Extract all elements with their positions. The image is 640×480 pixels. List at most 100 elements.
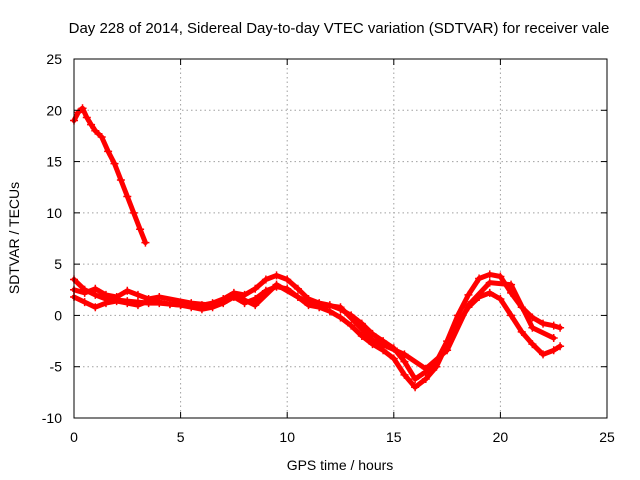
data-point bbox=[133, 301, 142, 310]
data-point bbox=[129, 208, 138, 217]
data-point bbox=[368, 336, 377, 345]
data-point bbox=[421, 375, 430, 384]
data-point bbox=[123, 299, 132, 308]
data-point bbox=[517, 327, 526, 336]
data-point bbox=[432, 362, 441, 371]
plot-area bbox=[70, 104, 565, 392]
data-point bbox=[336, 313, 345, 322]
x-tick-label: 0 bbox=[70, 429, 78, 445]
data-point bbox=[104, 147, 113, 156]
data-point bbox=[187, 299, 196, 308]
data-point bbox=[272, 280, 281, 289]
data-point bbox=[379, 346, 388, 355]
data-point bbox=[549, 333, 558, 342]
data-point bbox=[293, 284, 302, 293]
data-point bbox=[443, 346, 452, 355]
data-point bbox=[251, 284, 260, 293]
data-point bbox=[549, 346, 558, 355]
y-tick-label: 20 bbox=[46, 102, 62, 118]
y-tick-label: 10 bbox=[46, 205, 62, 221]
data-point bbox=[251, 301, 260, 310]
data-point bbox=[556, 323, 565, 332]
x-axis-label: GPS time / hours bbox=[287, 457, 394, 473]
data-point bbox=[272, 271, 281, 280]
data-point bbox=[556, 342, 565, 351]
y-tick-label: -5 bbox=[50, 359, 63, 375]
data-point bbox=[496, 272, 505, 281]
data-point bbox=[528, 323, 537, 332]
data-point bbox=[283, 275, 292, 284]
x-tick-label: 5 bbox=[177, 429, 185, 445]
data-point bbox=[208, 301, 217, 310]
data-point bbox=[400, 357, 409, 366]
data-point bbox=[464, 290, 473, 299]
data-point bbox=[82, 113, 91, 122]
data-point bbox=[80, 298, 89, 307]
y-axis-label: SDTVAR / TECUs bbox=[6, 182, 22, 294]
x-tick-label: 15 bbox=[386, 429, 402, 445]
data-point bbox=[304, 299, 313, 308]
data-point bbox=[116, 176, 125, 185]
data-point bbox=[123, 286, 132, 295]
y-tick-label: 0 bbox=[54, 307, 62, 323]
data-point bbox=[357, 331, 366, 340]
data-point bbox=[528, 340, 537, 349]
series-trace bbox=[71, 271, 563, 382]
data-point bbox=[475, 274, 484, 283]
data-point bbox=[507, 311, 516, 320]
data-point bbox=[91, 126, 100, 135]
data-point bbox=[91, 303, 100, 312]
chart-title: Day 228 of 2014, Sidereal Day-to-day VTE… bbox=[69, 20, 610, 37]
y-tick-label: 5 bbox=[54, 256, 62, 272]
data-point bbox=[101, 290, 110, 299]
data-point bbox=[91, 284, 100, 293]
data-point bbox=[507, 280, 516, 289]
y-tick-label: 25 bbox=[46, 51, 62, 67]
data-point bbox=[411, 375, 420, 384]
data-point bbox=[141, 238, 150, 247]
data-point bbox=[261, 275, 270, 284]
data-point bbox=[123, 192, 132, 201]
data-point bbox=[80, 288, 89, 297]
plot-frame bbox=[73, 58, 608, 419]
data-point bbox=[325, 307, 334, 316]
data-point bbox=[112, 292, 121, 301]
data-point bbox=[144, 295, 153, 304]
data-point bbox=[411, 383, 420, 392]
data-point bbox=[539, 319, 548, 328]
data-point bbox=[97, 132, 106, 141]
x-tick-label: 25 bbox=[599, 429, 615, 445]
data-point bbox=[78, 104, 87, 113]
data-point bbox=[229, 290, 238, 299]
data-point bbox=[485, 270, 494, 279]
x-tick-label: 20 bbox=[493, 429, 509, 445]
data-point bbox=[400, 350, 409, 359]
axes: 0 5 10 15 20 25 -10 -5 0 5 10 15 20 25 bbox=[42, 51, 615, 445]
data-point bbox=[464, 301, 473, 310]
series-track-a bbox=[70, 270, 565, 384]
data-point bbox=[347, 321, 356, 330]
data-point bbox=[101, 299, 110, 308]
data-point bbox=[136, 225, 145, 234]
y-tick-label: -10 bbox=[42, 410, 62, 426]
y-tick-label: 15 bbox=[46, 154, 62, 170]
data-point bbox=[133, 290, 142, 299]
data-point bbox=[496, 295, 505, 304]
series-trace bbox=[71, 105, 148, 246]
data-point bbox=[389, 354, 398, 363]
data-point bbox=[421, 364, 430, 373]
series-track-c bbox=[70, 278, 558, 373]
data-point bbox=[155, 292, 164, 301]
data-point bbox=[110, 159, 119, 168]
data-point bbox=[485, 288, 494, 297]
data-point bbox=[336, 303, 345, 312]
data-point bbox=[87, 120, 96, 129]
data-point bbox=[74, 108, 83, 117]
grid bbox=[74, 59, 607, 418]
data-point bbox=[400, 370, 409, 379]
data-point bbox=[485, 278, 494, 287]
data-point bbox=[539, 350, 548, 359]
x-tick-label: 10 bbox=[279, 429, 295, 445]
data-point bbox=[549, 321, 558, 330]
